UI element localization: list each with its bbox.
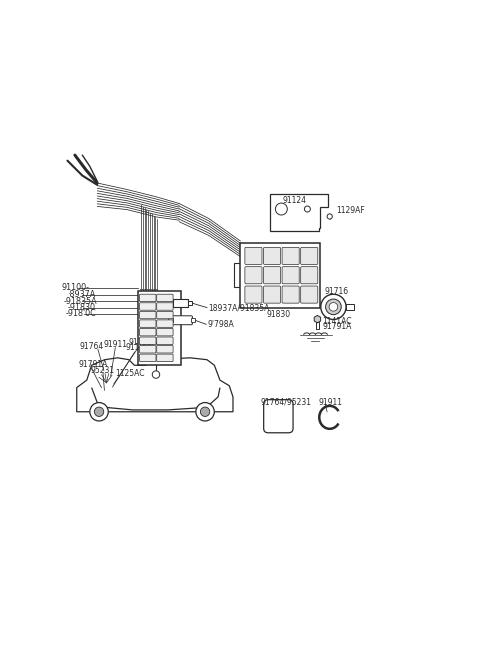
Text: 91764/95231: 91764/95231 (261, 398, 312, 407)
Text: 91911: 91911 (104, 340, 128, 349)
FancyBboxPatch shape (172, 316, 192, 325)
Text: 91764: 91764 (79, 342, 104, 351)
FancyBboxPatch shape (245, 286, 262, 303)
Text: 9'798A: 9'798A (207, 320, 234, 329)
FancyBboxPatch shape (245, 267, 262, 284)
Text: 91791A: 91791A (79, 361, 108, 369)
Text: 18937A/91835A: 18937A/91835A (208, 304, 269, 313)
FancyBboxPatch shape (140, 311, 156, 319)
Bar (175, 300, 185, 302)
FancyBboxPatch shape (264, 286, 281, 303)
FancyBboxPatch shape (156, 303, 173, 310)
Text: -91835A: -91835A (64, 297, 97, 306)
FancyBboxPatch shape (140, 320, 156, 327)
FancyBboxPatch shape (140, 337, 156, 344)
Bar (173, 300, 188, 307)
Text: 91716: 91716 (325, 287, 349, 296)
Circle shape (152, 371, 160, 378)
Circle shape (276, 203, 288, 215)
Text: 91100: 91100 (125, 343, 149, 352)
FancyBboxPatch shape (156, 311, 173, 319)
Bar (138, 291, 181, 365)
Circle shape (327, 214, 332, 219)
Text: 1125AC: 1125AC (115, 369, 144, 378)
Text: 91911: 91911 (319, 398, 343, 407)
Text: 91791A: 91791A (129, 338, 158, 347)
Bar (240, 242, 321, 307)
FancyBboxPatch shape (156, 346, 173, 353)
Bar (168, 319, 173, 322)
Text: 91830: 91830 (266, 310, 290, 319)
FancyBboxPatch shape (140, 354, 156, 361)
Bar (346, 304, 354, 310)
Circle shape (304, 206, 311, 212)
Polygon shape (77, 358, 233, 412)
FancyBboxPatch shape (156, 294, 173, 302)
FancyBboxPatch shape (264, 399, 293, 433)
FancyBboxPatch shape (282, 267, 299, 284)
Text: 91124: 91124 (282, 196, 306, 205)
FancyBboxPatch shape (300, 267, 318, 284)
Circle shape (329, 303, 338, 311)
Bar (192, 319, 195, 322)
FancyBboxPatch shape (245, 247, 262, 265)
Text: ·8937A: ·8937A (67, 290, 95, 299)
Text: 91791A: 91791A (322, 323, 352, 331)
Bar (175, 303, 185, 306)
Text: 1141AC: 1141AC (322, 317, 352, 326)
FancyBboxPatch shape (282, 247, 299, 265)
FancyBboxPatch shape (300, 286, 318, 303)
Text: 1129AF: 1129AF (336, 206, 365, 215)
Circle shape (90, 403, 108, 421)
FancyBboxPatch shape (156, 320, 173, 327)
FancyBboxPatch shape (140, 328, 156, 336)
Bar (234, 263, 240, 287)
Circle shape (95, 407, 104, 417)
FancyBboxPatch shape (140, 303, 156, 310)
FancyBboxPatch shape (282, 286, 299, 303)
FancyBboxPatch shape (156, 354, 173, 361)
FancyBboxPatch shape (140, 346, 156, 353)
Circle shape (321, 294, 346, 319)
Text: 91100-: 91100- (62, 283, 90, 292)
Text: -91830: -91830 (67, 303, 96, 312)
Bar (315, 322, 319, 328)
Bar (188, 302, 192, 305)
FancyBboxPatch shape (300, 247, 318, 265)
Text: -918'0C: -918'0C (66, 309, 96, 319)
Text: 95231: 95231 (91, 365, 115, 374)
FancyBboxPatch shape (264, 267, 281, 284)
Polygon shape (270, 194, 328, 231)
FancyBboxPatch shape (140, 294, 156, 302)
FancyBboxPatch shape (156, 337, 173, 344)
Polygon shape (314, 315, 321, 323)
Circle shape (196, 403, 214, 421)
FancyBboxPatch shape (156, 328, 173, 336)
FancyBboxPatch shape (264, 247, 281, 265)
Circle shape (325, 299, 341, 315)
Circle shape (200, 407, 210, 417)
